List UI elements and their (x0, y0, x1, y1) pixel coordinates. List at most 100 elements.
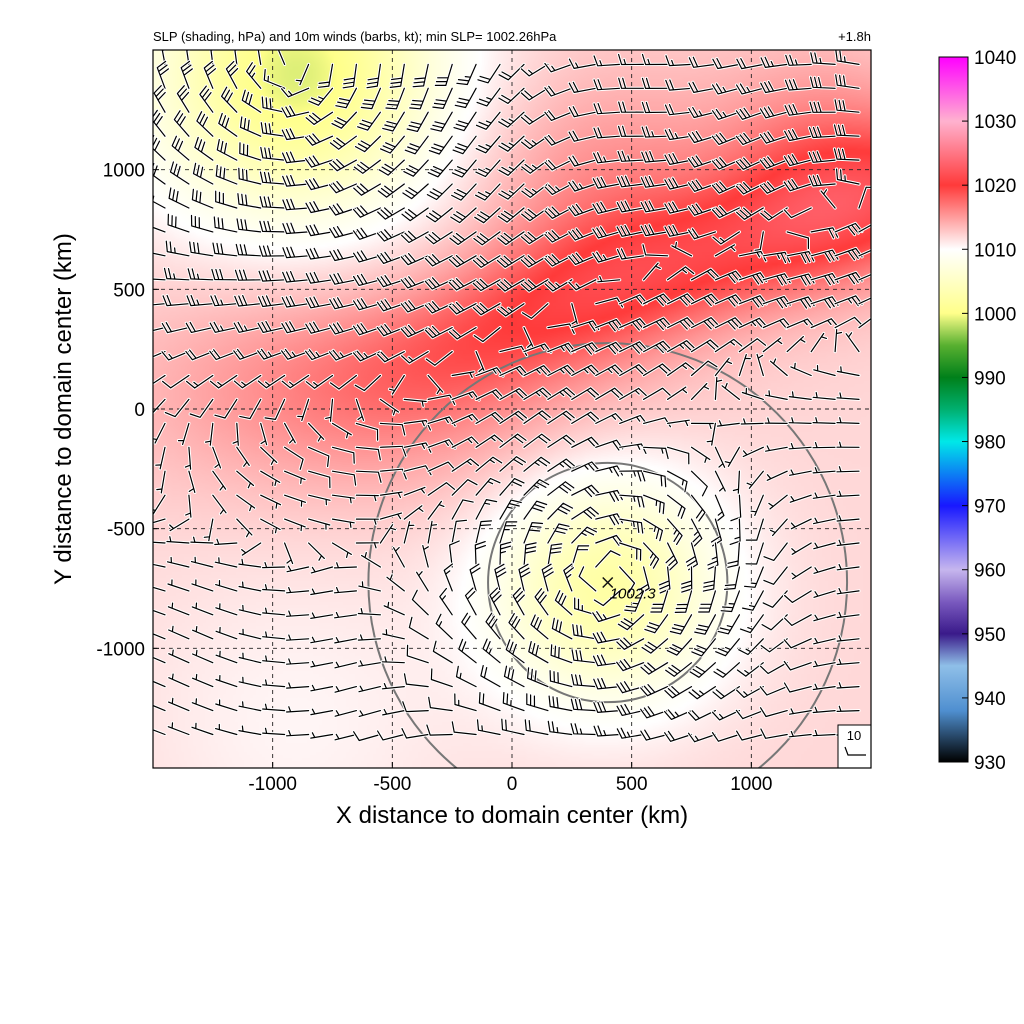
wind-barb (689, 338, 720, 354)
wind-barb (424, 230, 454, 246)
wind-barb (426, 499, 446, 521)
wind-barb (783, 128, 813, 143)
wind-barb (666, 517, 684, 546)
wind-barb (712, 661, 741, 679)
wind-barb (285, 586, 311, 595)
wind-barb (835, 562, 861, 572)
wind-barb (833, 270, 864, 286)
wind-barb (381, 110, 406, 133)
wind-barb (208, 373, 239, 390)
wind-barb (388, 62, 406, 89)
wind-barb (166, 601, 191, 617)
wind-barb (591, 225, 622, 240)
wind-barb (304, 348, 335, 362)
wind-barb (379, 134, 406, 155)
wind-barb (238, 115, 263, 138)
wind-barb (380, 655, 406, 665)
wind-barb (488, 586, 503, 617)
wind-barb (259, 421, 269, 447)
wind-barb (783, 78, 813, 92)
wind-barb (153, 679, 167, 689)
wind-barb (744, 541, 765, 566)
wind-barb (642, 386, 672, 401)
wind-barb (400, 206, 430, 223)
wind-barb (527, 640, 550, 665)
wind-barb (809, 51, 837, 66)
wind-barb (623, 589, 646, 613)
wind-barb (334, 86, 358, 110)
wind-barb (615, 657, 646, 673)
wind-barb (734, 106, 765, 121)
wind-barb (663, 200, 694, 215)
wind-barb (697, 589, 717, 614)
wind-barb (327, 348, 358, 362)
wind-barb (189, 535, 215, 545)
wind-barb (283, 517, 307, 533)
y-tick-label: -500 (107, 520, 145, 541)
y-tick-label: -1000 (96, 639, 145, 660)
wind-barb (381, 628, 406, 641)
wind-barb (356, 110, 382, 132)
wind-barb (687, 80, 717, 94)
wind-barb (497, 158, 526, 177)
wind-barb (285, 633, 311, 642)
wind-barb (642, 292, 673, 307)
wind-barb (782, 681, 813, 694)
wind-barb (577, 565, 598, 593)
wind-barb (185, 293, 215, 308)
wind-barb (198, 84, 215, 114)
wind-barb (378, 511, 404, 521)
wind-barb (592, 78, 622, 92)
wind-barb (328, 271, 358, 286)
wind-barb (237, 651, 263, 665)
wind-barb (285, 564, 311, 574)
wind-barb (570, 386, 600, 401)
wind-barb (689, 382, 711, 401)
wind-barb (522, 521, 545, 545)
wind-barb (567, 202, 598, 218)
wind-barb (498, 455, 527, 473)
wind-barb (642, 493, 666, 516)
wind-barb (259, 493, 283, 510)
wind-barb (522, 432, 552, 449)
wind-barb (507, 612, 526, 641)
barb-reference-barb (844, 746, 866, 756)
wind-barb (782, 178, 813, 193)
wind-barb (447, 254, 478, 269)
wind-barb (423, 276, 454, 291)
wind-barb (153, 421, 167, 445)
wind-barb (400, 350, 430, 365)
wind-barb (161, 373, 191, 390)
wind-barb (737, 637, 765, 657)
range-ring (487, 461, 729, 704)
wind-barb (594, 318, 625, 333)
wind-barb (258, 219, 287, 234)
wind-barb (473, 540, 487, 569)
wind-barb (592, 724, 622, 738)
wind-barb (450, 158, 478, 179)
wind-barb (433, 62, 454, 87)
wind-barb (450, 518, 469, 545)
wind-barb (233, 294, 263, 308)
wind-barb (304, 246, 335, 261)
wind-barb (224, 59, 240, 90)
colorbar-gradient (938, 56, 969, 763)
wind-barb (617, 76, 646, 90)
wind-barb (237, 557, 263, 569)
wind-barb (761, 589, 789, 609)
wind-barb (160, 321, 191, 335)
wind-barb (281, 245, 311, 260)
wind-barb (713, 316, 744, 331)
wind-barb (643, 613, 670, 635)
wind-barb (687, 55, 717, 69)
wind-barb (570, 648, 598, 665)
wind-barb (431, 639, 454, 665)
wind-barb (687, 685, 717, 701)
wind-barb (788, 468, 813, 477)
wind-barb (213, 556, 239, 569)
wind-barb (546, 501, 575, 521)
wind-barb (731, 469, 741, 495)
wind-barb (689, 421, 716, 431)
wind-barb (449, 206, 478, 225)
wind-barb (618, 363, 648, 378)
